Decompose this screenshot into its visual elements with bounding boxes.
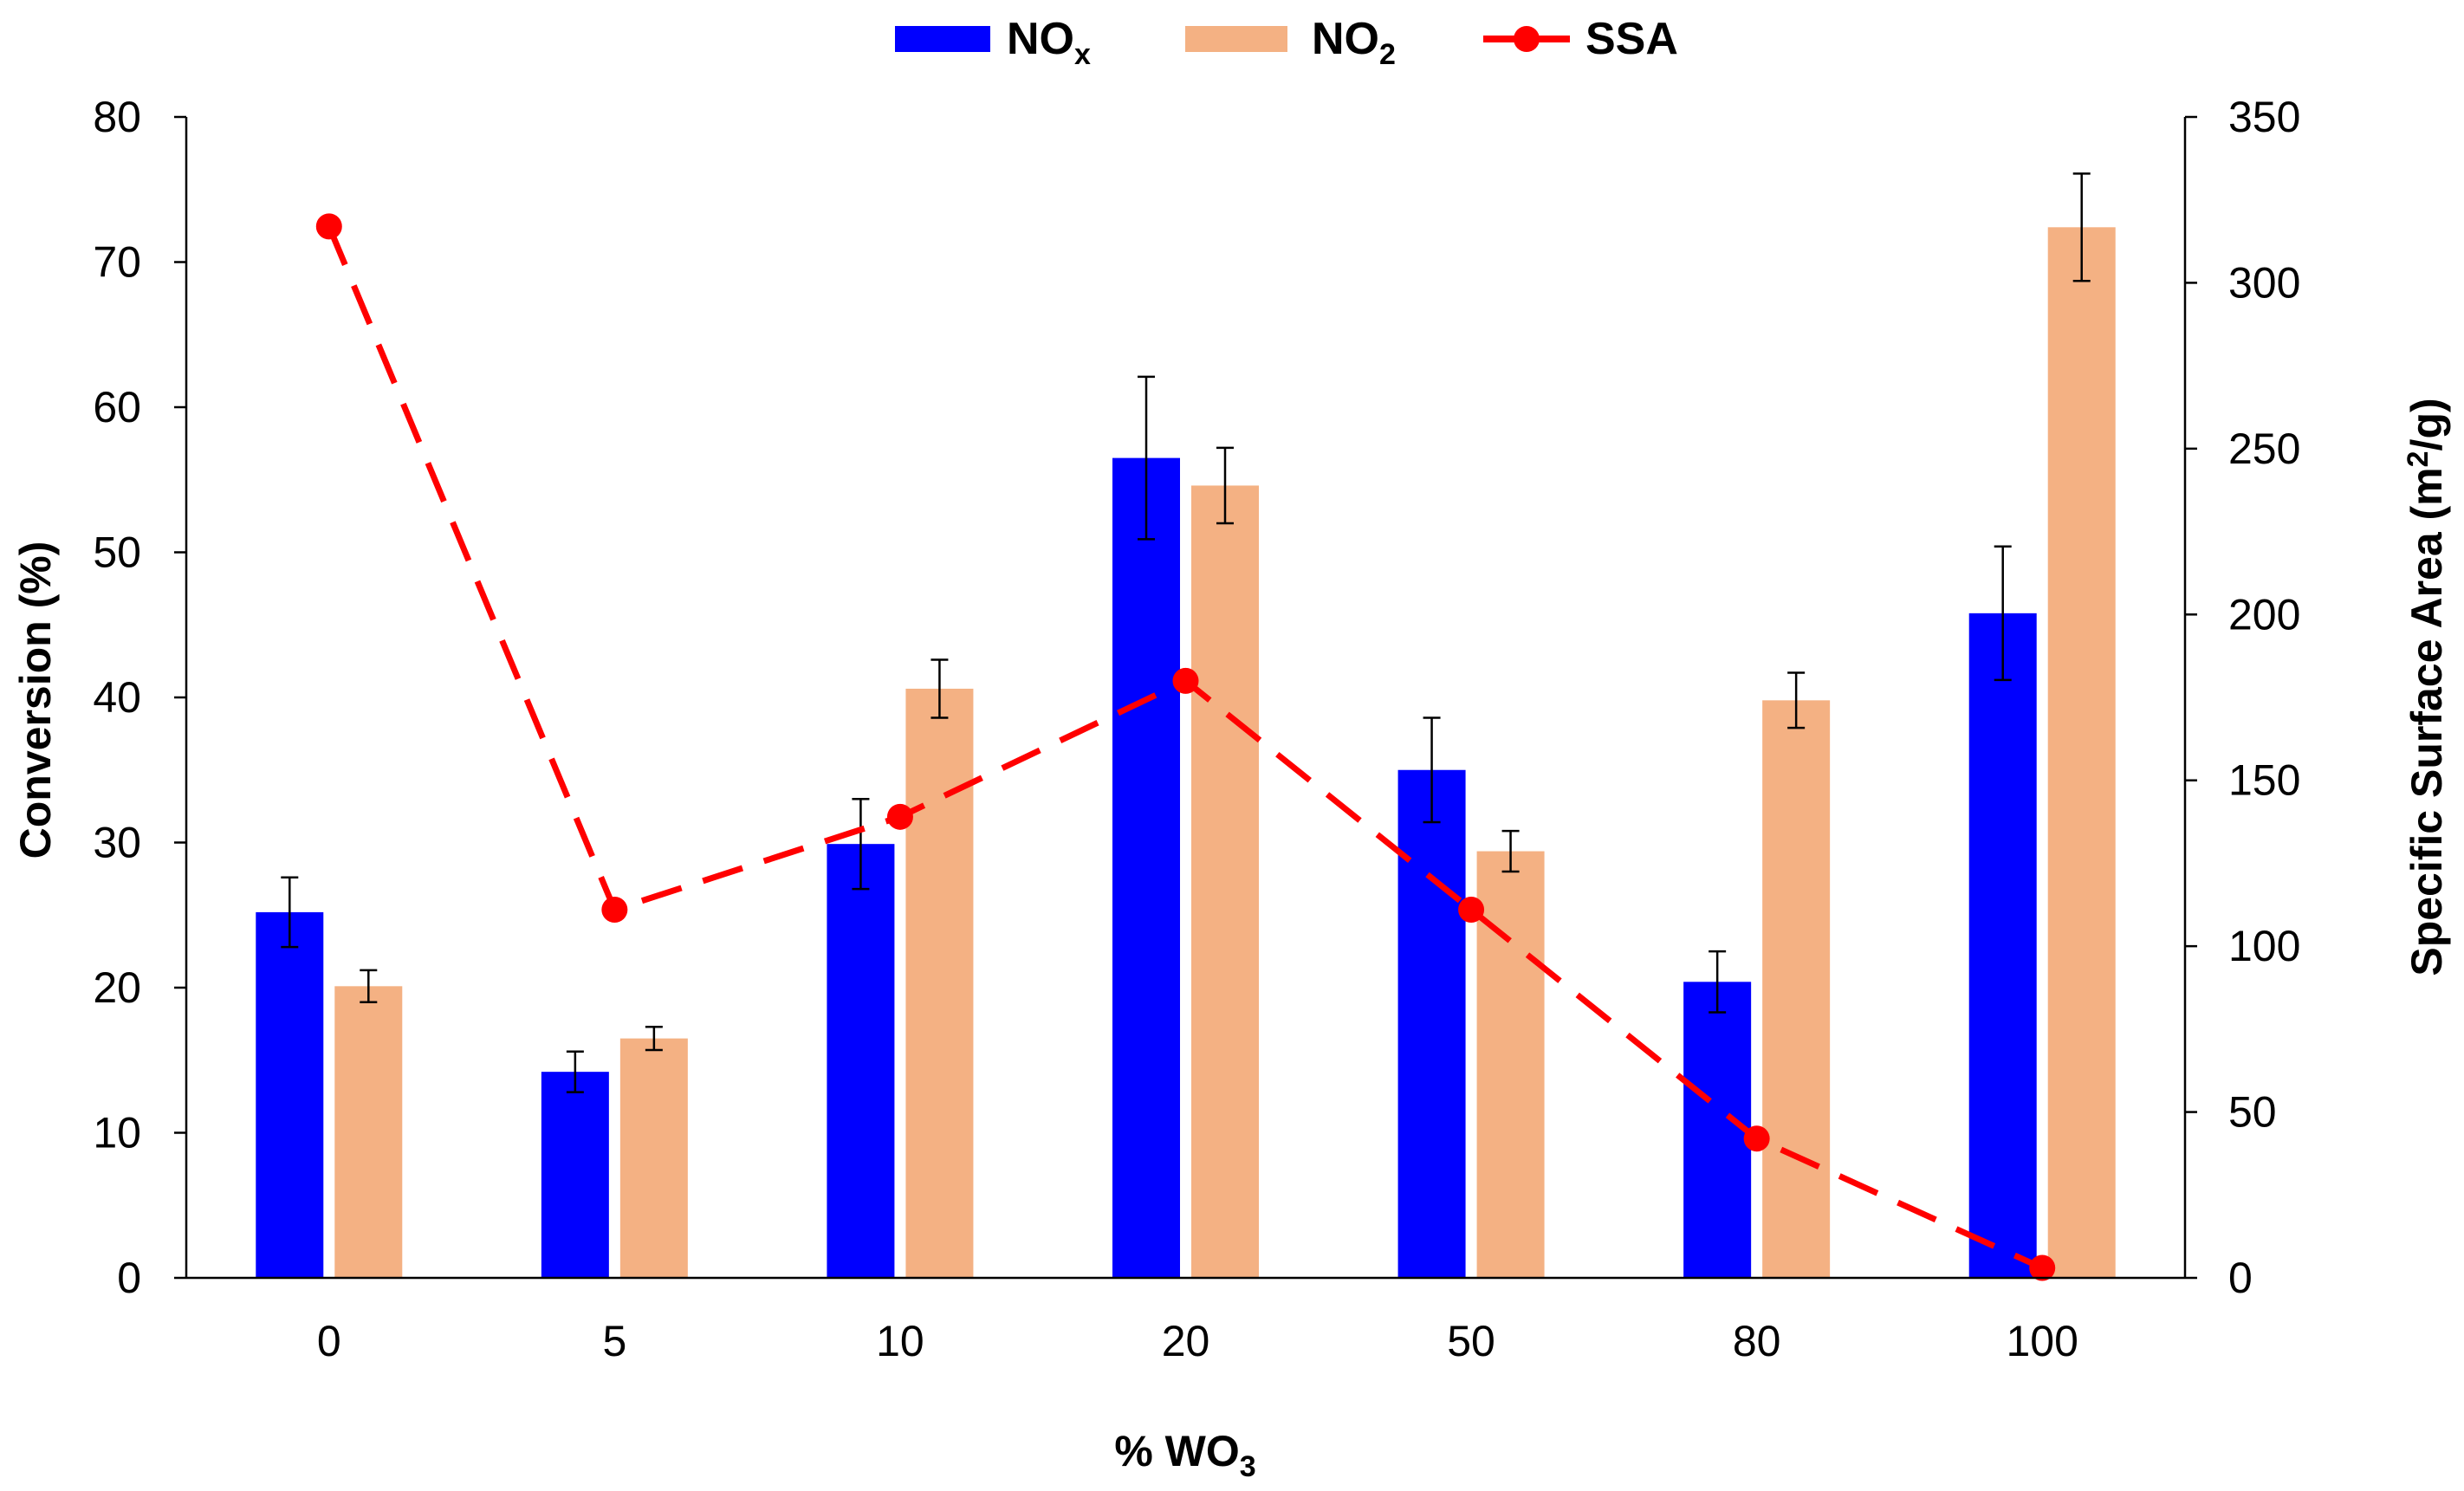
ssa-point-5 — [601, 897, 628, 924]
legend-swatch-nox — [895, 26, 990, 52]
legend-marker-ssa — [1514, 26, 1540, 52]
x-tick-label-10: 10 — [876, 1317, 924, 1365]
legend-swatch-no2 — [1185, 26, 1287, 52]
error-bar-no2-80 — [1787, 671, 1806, 729]
y-left-tick-label-40: 40 — [93, 673, 141, 722]
x-tick-label-20: 20 — [1162, 1317, 1210, 1365]
y-left-tick-label-80: 80 — [93, 93, 141, 141]
error-bar-nox-80 — [1709, 950, 1727, 1014]
x-tick-label-50: 50 — [1447, 1317, 1495, 1365]
x-tick-label-5: 5 — [602, 1317, 626, 1365]
bar-nox-5 — [541, 1072, 609, 1278]
error-bars-layer — [281, 172, 2091, 1093]
error-bar-no2-100 — [2072, 172, 2091, 282]
bar-nox-20 — [1112, 457, 1180, 1278]
x-tick-label-100: 100 — [2006, 1317, 2078, 1365]
y-right-tick-label-100: 100 — [2228, 922, 2300, 970]
ssa-line-layer — [315, 213, 2056, 1281]
error-bar-nox-5 — [566, 1050, 584, 1093]
bar-nox-0 — [256, 911, 324, 1278]
ssa-point-20 — [1172, 667, 1199, 694]
bar-nox-10 — [827, 844, 895, 1278]
bar-no2-100 — [2047, 227, 2116, 1278]
bar-no2-20 — [1191, 485, 1259, 1278]
bar-no2-80 — [1762, 700, 1831, 1278]
ssa-point-10 — [886, 803, 913, 830]
error-bar-nox-50 — [1423, 716, 1441, 824]
legend: NOx NO2 SSA — [895, 14, 1678, 71]
ssa-point-80 — [1743, 1125, 1770, 1152]
ssa-point-50 — [1458, 897, 1485, 924]
error-bar-no2-5 — [645, 1025, 663, 1052]
error-bar-no2-0 — [360, 969, 378, 1003]
bar-no2-0 — [334, 986, 403, 1278]
error-bar-nox-20 — [1138, 375, 1155, 541]
error-bar-no2-20 — [1216, 446, 1234, 525]
y-right-tick-label-150: 150 — [2228, 756, 2300, 805]
y-left-tick-label-60: 60 — [93, 383, 141, 431]
y-left-tick-label-10: 10 — [93, 1109, 141, 1157]
y-axis-right-title: Specific Surface Area (m2/g) — [2402, 398, 2451, 976]
x-axis-title: % WO3 — [1114, 1427, 1255, 1483]
bar-nox-50 — [1397, 769, 1466, 1278]
y-left-tick-label-50: 50 — [93, 528, 141, 577]
bars-layer — [256, 227, 2116, 1278]
y-right-tick-label-50: 50 — [2228, 1088, 2277, 1137]
y-right-tick-label-300: 300 — [2228, 258, 2300, 307]
y-right-tick-label-250: 250 — [2228, 425, 2300, 473]
ssa-point-100 — [2029, 1254, 2056, 1281]
legend-label-no2: NO2 — [1312, 14, 1396, 71]
bar-nox-80 — [1683, 982, 1752, 1278]
legend-label-ssa: SSA — [1585, 14, 1678, 64]
bar-no2-5 — [619, 1038, 688, 1278]
y-axis-left-title: Conversion (%) — [11, 541, 60, 859]
error-bar-no2-10 — [930, 658, 949, 719]
y-left-tick-label-30: 30 — [93, 819, 141, 867]
ssa-point-0 — [315, 213, 342, 240]
x-tick-label-80: 80 — [1733, 1317, 1781, 1365]
error-bar-nox-10 — [852, 798, 870, 891]
error-bar-nox-100 — [1994, 545, 2012, 682]
error-bar-nox-0 — [281, 876, 299, 949]
y-left-tick-label-0: 0 — [117, 1254, 141, 1302]
y-right-tick-label-350: 350 — [2228, 93, 2300, 141]
bar-no2-50 — [1476, 851, 1545, 1278]
bar-no2-10 — [905, 688, 974, 1278]
y-left-tick-label-20: 20 — [93, 963, 141, 1012]
legend-label-nox: NOx — [1007, 14, 1091, 71]
axes: 0 10 20 30 40 50 60 70 80 0 50 100 150 200 250 300 350 0 5… — [93, 93, 2300, 1365]
error-bar-no2-50 — [1501, 829, 1520, 873]
y-left-tick-label-70: 70 — [93, 238, 141, 287]
x-tick-label-0: 0 — [317, 1317, 341, 1365]
y-right-tick-label-0: 0 — [2228, 1254, 2253, 1302]
bar-nox-100 — [1968, 613, 2037, 1278]
y-right-tick-label-200: 200 — [2228, 590, 2300, 639]
